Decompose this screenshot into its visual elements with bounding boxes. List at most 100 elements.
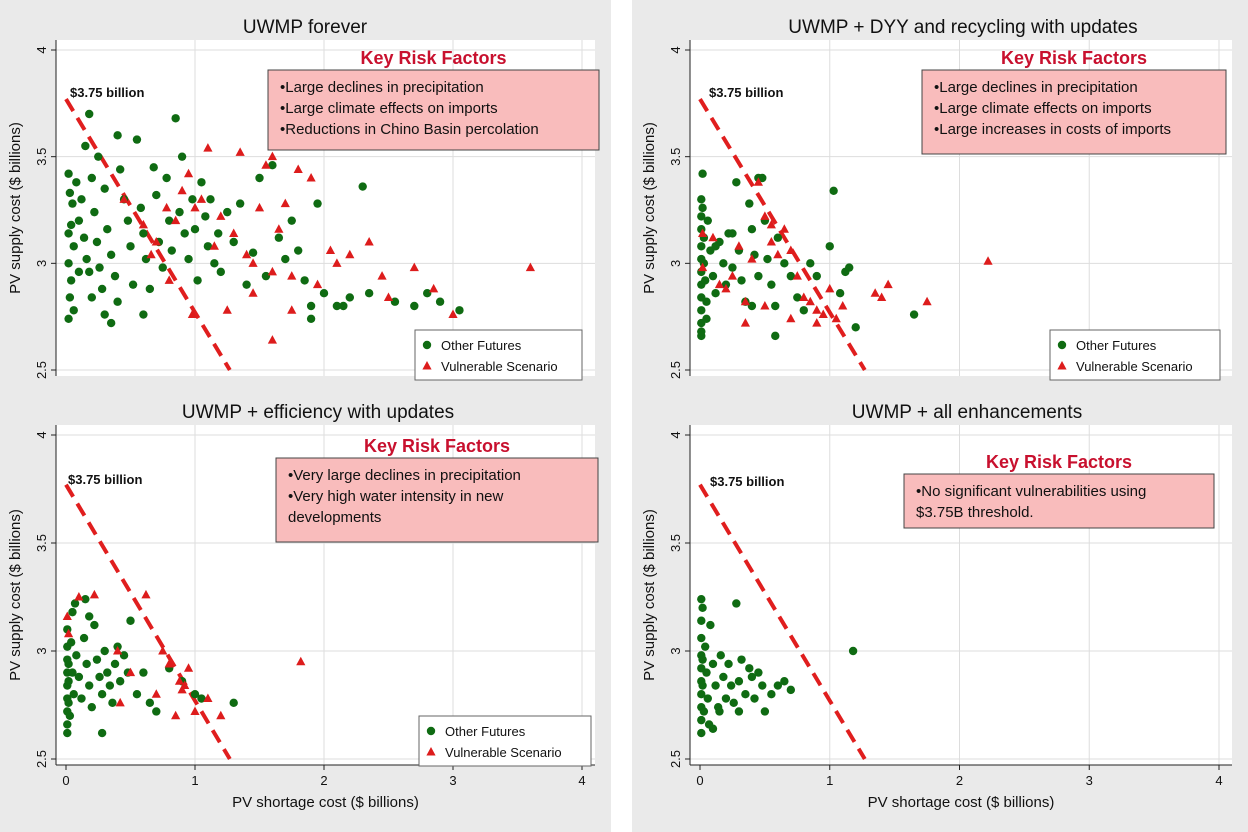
data-point-vulnerable-scenario [158,646,168,655]
data-point-vulnerable-scenario [164,275,174,284]
data-point-other-future [158,263,167,272]
data-point-other-future [139,229,148,238]
data-point-other-future [700,276,710,285]
data-point-other-future [85,109,94,119]
data-point-vulnerable-scenario [162,202,172,212]
data-point-vulnerable-scenario [714,279,725,289]
data-point-other-future [70,599,80,608]
data-point-other-future [69,242,78,251]
x-tick-label: 3 [1086,773,1093,788]
legend-marker-vulnerable-scenario [422,361,432,370]
key-risk-title: Key Risk Factors [360,48,506,68]
key-risk-item: •Large declines in precipitation [280,79,484,96]
data-point-other-future [235,199,245,208]
data-point-other-future [106,318,116,328]
data-point-vulnerable-scenario [248,258,258,267]
data-point-other-future [100,310,109,319]
data-point-other-future [423,289,432,298]
key-risk-item: •Very high water intensity in new [288,488,504,505]
data-point-other-future [287,216,296,225]
data-point-other-future [747,672,757,682]
data-point-other-future [435,297,445,306]
data-point-vulnerable-scenario [177,185,187,195]
data-point-vulnerable-scenario [345,249,355,259]
data-point-other-future [306,301,316,311]
data-point-other-future [66,638,76,647]
legend-box [414,329,583,381]
series-other-futures [697,594,858,738]
data-point-other-future [745,199,754,208]
data-point-vulnerable-scenario [242,249,252,259]
data-point-vulnerable-scenario [146,249,156,259]
legend-box [1049,329,1221,381]
data-point-vulnerable-scenario [187,309,198,319]
data-point-other-future [82,254,91,264]
x-tick-label: 0 [696,773,703,788]
data-point-vulnerable-scenario [177,684,187,694]
data-point-vulnerable-scenario [180,680,190,690]
data-point-other-future [697,728,706,738]
data-point-other-future [793,293,802,302]
chart-panel-1: 2.5 3 3.5 4 PV supply cost ($ billions) UWMP … [7,17,600,381]
data-point-other-future [708,271,718,281]
data-point-other-future [248,248,258,257]
y-tick-label: 2.5 [34,750,49,768]
key-risk-item: •Large climate effects on imports [934,100,1152,117]
threshold-line [698,98,867,372]
data-point-other-future [698,169,707,178]
data-point-other-future [754,668,763,677]
y-tick-label: 3 [34,260,49,267]
data-point-vulnerable-scenario [261,160,271,169]
data-point-vulnerable-scenario [753,177,763,186]
data-point-other-future [700,642,710,651]
data-point-other-future [780,259,789,268]
chart-panel-4: 2.5 3 3.5 4 PV supply cost ($ billions) 0 1 2 3 4… [641,402,1232,811]
data-point-other-future [716,651,725,660]
data-point-other-future [72,651,81,660]
data-point-other-future [390,297,400,306]
data-point-other-future [294,246,303,255]
data-point-vulnerable-scenario [183,168,194,178]
series-other-futures [697,169,919,341]
data-point-other-future [177,152,187,161]
data-point-other-future [139,668,148,677]
data-point-vulnerable-scenario [151,689,161,698]
data-point-other-future [754,271,763,281]
key-risk-item: •Reductions in Chino Basin percolation [280,121,539,138]
data-point-other-future [721,694,731,703]
threshold-label: $3.75 billion [710,474,784,489]
data-point-other-future [197,178,206,187]
data-point-other-future [190,690,200,699]
data-point-other-future [210,259,219,268]
key-risk-title: Key Risk Factors [364,436,510,456]
data-point-other-future [85,612,94,621]
key-risk-item: •Large increases in costs of imports [934,121,1171,138]
data-point-vulnerable-scenario [760,301,770,310]
data-point-vulnerable-scenario [805,296,815,306]
data-point-other-future [812,271,821,281]
threshold-label: $3.75 billion [70,85,144,100]
data-point-other-future [165,216,174,225]
series-vulnerable-scenario [62,589,306,720]
data-point-other-future [268,161,277,170]
data-point-vulnerable-scenario [183,663,194,672]
data-point-other-future [747,225,757,234]
data-point-other-future [737,655,746,664]
data-point-other-future [698,203,707,213]
series-vulnerable-scenario [119,143,535,344]
data-point-vulnerable-scenario [870,288,880,297]
data-point-other-future [697,633,706,643]
data-point-other-future [103,225,112,234]
series-vulnerable-scenario [697,177,993,327]
data-point-other-future [193,276,202,285]
data-point-other-future [697,594,706,604]
data-point-other-future [214,229,223,238]
data-point-vulnerable-scenario [812,305,822,314]
data-point-other-future [139,310,148,319]
data-point-vulnerable-scenario [267,335,277,344]
key-risk-item: •Large climate effects on imports [280,100,498,117]
data-point-other-future [345,293,354,302]
data-point-other-future [74,267,84,277]
legend-marker-other-futures [1057,340,1067,350]
